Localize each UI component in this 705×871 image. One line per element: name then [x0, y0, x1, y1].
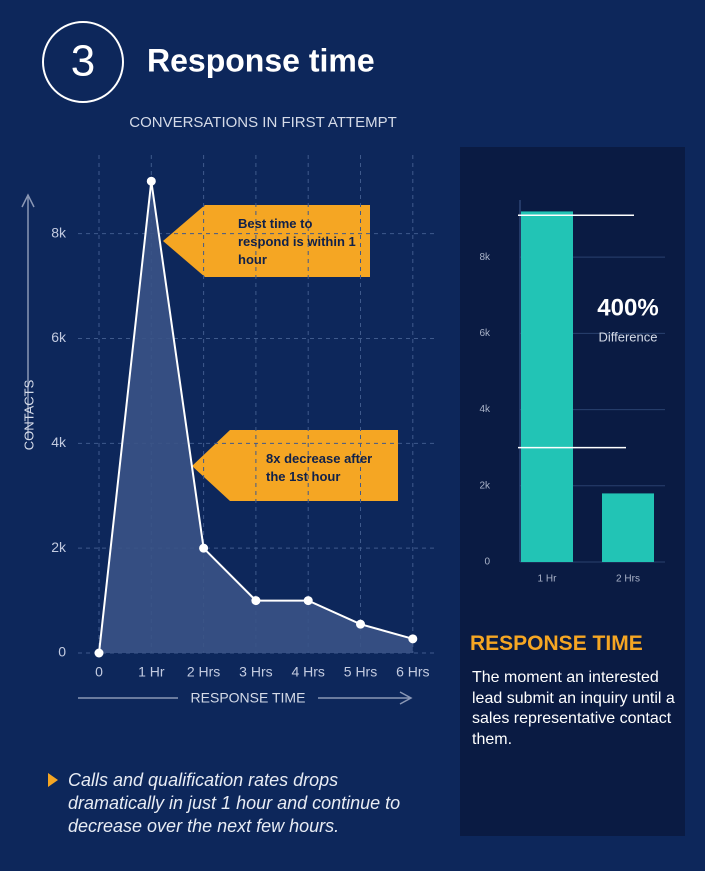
annotation: Difference — [598, 329, 657, 344]
x-tick-label: 3 Hrs — [239, 664, 272, 680]
side-heading: RESPONSE TIME — [470, 632, 643, 655]
point — [408, 634, 418, 644]
y-tick-label: 6k — [51, 329, 67, 345]
value-label: 400% — [597, 294, 658, 321]
area — [99, 181, 413, 654]
y-tick-label: 2k — [51, 539, 67, 555]
x-tick-label: 1 Hr — [138, 664, 165, 680]
x-tick-label: 2 Hrs — [187, 664, 220, 680]
y-axis-label: CONTACTS — [21, 379, 36, 450]
y-tick-label: 4k — [51, 434, 67, 450]
bullet — [48, 773, 58, 787]
x-tick-label: 1 Hr — [538, 574, 558, 585]
annotation: Best time to respond is within 1 hour — [238, 216, 356, 267]
x-tick-label: 6 Hrs — [396, 664, 429, 680]
x-tick-label: 4 Hrs — [291, 664, 324, 680]
x-tick-label: 2 Hrs — [616, 574, 640, 585]
side-text: The moment an interested lead submit an … — [472, 669, 675, 748]
y-tick-label: 2k — [479, 480, 491, 491]
callout — [163, 205, 370, 277]
x-arrow-head — [399, 691, 413, 705]
y-tick-label: 8k — [51, 224, 67, 240]
y-tick-label: 8k — [479, 252, 491, 263]
bar — [521, 211, 573, 562]
point — [94, 648, 104, 658]
y-arrow-head — [21, 193, 35, 208]
footnote: Calls and qualification rates drops dram… — [68, 770, 401, 836]
point — [303, 596, 313, 606]
callout — [192, 430, 398, 501]
number-ring — [42, 21, 124, 103]
point — [251, 596, 261, 606]
point — [356, 619, 365, 629]
x-tick-label: 0 — [95, 664, 103, 680]
bar — [602, 493, 654, 562]
y-tick-label: 4k — [479, 404, 491, 415]
y-tick-label: 0 — [484, 557, 490, 568]
section-title: Response time — [147, 42, 375, 78]
y-tick-label: 0 — [58, 644, 66, 660]
point — [199, 543, 209, 553]
point — [146, 176, 156, 186]
x-tick-label: 5 Hrs — [344, 664, 377, 680]
y-tick-label: 6k — [479, 328, 491, 339]
section-number: 3 — [71, 37, 95, 86]
x-axis-label: RESPONSE TIME — [191, 690, 306, 706]
annotation: 8x decrease after the 1st hour — [266, 451, 373, 484]
chart-title: CONVERSATIONS IN FIRST ATTEMPT — [129, 114, 397, 131]
